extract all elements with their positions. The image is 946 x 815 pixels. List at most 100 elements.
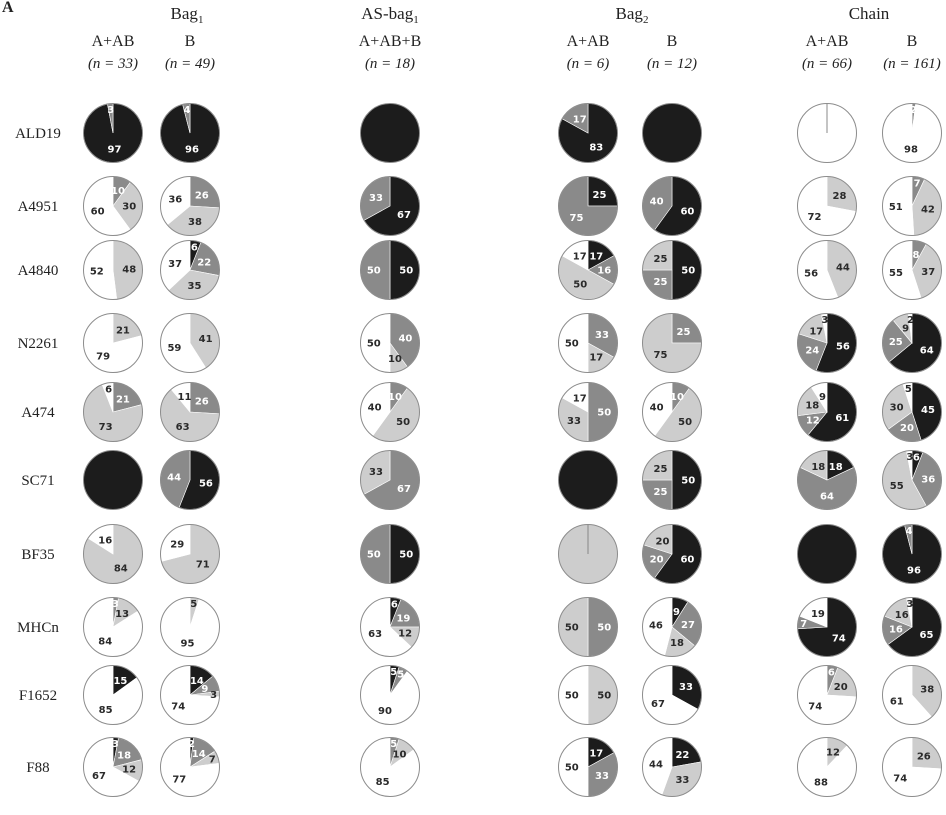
pie-value-label: 21: [116, 326, 130, 337]
pie-value-label: 96: [185, 145, 199, 156]
pie-value-label: 17: [589, 252, 603, 263]
pie-value-label: 5: [390, 667, 397, 678]
pie: 97 3: [83, 103, 143, 163]
pie-outline: [360, 597, 420, 657]
pie-value-label: 90: [378, 706, 392, 717]
pie-outline: [160, 737, 220, 797]
pie-slice-black: [83, 450, 143, 510]
column-label: B: [907, 33, 918, 50]
pie-outline: [360, 313, 420, 373]
pie-value-label: 5: [190, 599, 197, 610]
pie-value-label: 2: [907, 315, 914, 326]
pie-value-label: 50: [565, 691, 579, 702]
pie: 50 25 25: [642, 240, 702, 300]
pie-value-label: 6: [105, 384, 112, 395]
row-label: F88: [26, 760, 49, 776]
pie: 26 74: [882, 737, 942, 797]
pie-value-label: 33: [679, 682, 693, 693]
pie-outline: [882, 524, 942, 584]
pie-value-label: 77: [172, 775, 186, 786]
pie-value-label: 52: [90, 267, 104, 278]
pie: 60 20 20: [642, 524, 702, 584]
pie-outline: [882, 450, 942, 510]
pie-value-label: 18: [805, 401, 819, 412]
pie-value-label: 18: [117, 751, 131, 762]
pie-value-label: 17: [573, 115, 587, 126]
pie-value-label: 17: [573, 252, 587, 263]
pie-value-label: 61: [835, 413, 849, 424]
pie-value-label: 38: [920, 685, 934, 696]
pie: 6 20 74: [797, 665, 857, 725]
pie-value-label: 84: [114, 564, 128, 575]
pie: 41 59: [160, 313, 220, 373]
pie-value-label: 83: [589, 143, 603, 154]
pie-value-label: 14: [192, 749, 206, 760]
pie: 71 29: [160, 524, 220, 584]
pie-value-label: 35: [188, 281, 202, 292]
pie: 5 5 90: [360, 665, 420, 725]
pie-value-label: 26: [195, 396, 209, 407]
pie: 25 75: [642, 313, 702, 373]
pie: 7 42 51: [882, 176, 942, 236]
pie-value-label: 40: [398, 334, 412, 345]
pie: [642, 103, 702, 163]
pie-outline: [160, 597, 220, 657]
pie-outline: [642, 176, 702, 236]
pie-slice-black: [797, 524, 857, 584]
pie-value-label: 25: [889, 337, 903, 348]
pie-value-label: 50: [367, 266, 381, 277]
pie-value-label: 33: [369, 467, 383, 478]
pie-value-label: 67: [397, 210, 411, 221]
group-title-bag1: Bag1: [171, 4, 204, 26]
pie-value-label: 37: [921, 267, 935, 278]
pie-outline: [160, 524, 220, 584]
pie-value-label: 25: [677, 327, 691, 338]
pie-value-label: 56: [199, 479, 213, 490]
column-label: A+AB: [567, 33, 610, 50]
pie-outline: [797, 665, 857, 725]
column-headers: A+AB (n = 33) B (n = 49) A+AB+B (n = 18) A+AB (…: [88, 33, 941, 72]
pie-value-label: 6: [828, 667, 835, 678]
pie-value-label: 19: [811, 609, 825, 620]
pie-outline: [797, 313, 857, 373]
pie: [797, 103, 857, 163]
pie: 22 33 44: [642, 737, 702, 797]
pie: 28 72: [797, 176, 857, 236]
pie: 40 10 50: [360, 313, 420, 373]
pie-outline: [160, 665, 220, 725]
pie-outline: [558, 240, 618, 300]
pie-value-label: 33: [595, 330, 609, 341]
panel-label: A: [2, 0, 14, 16]
pie-value-label: 9: [201, 684, 208, 695]
row-label: A4951: [18, 199, 59, 215]
pie-value-label: 18: [829, 462, 843, 473]
pie-outline: [558, 382, 618, 442]
pie-value-label: 5: [397, 670, 404, 681]
pie-outline: [642, 665, 702, 725]
pie-outline: [360, 103, 420, 163]
pie-outline: [83, 737, 143, 797]
pie-outline: [558, 524, 618, 584]
pie-value-label: 88: [814, 778, 828, 789]
pie: 33 67: [642, 665, 702, 725]
pie-value-label: 15: [113, 676, 127, 687]
pie-value-label: 22: [197, 258, 211, 269]
pie-value-label: 29: [170, 540, 184, 551]
pie-value-label: 41: [199, 334, 213, 345]
pie: 38 61: [882, 665, 942, 725]
pie: 10 50 40: [642, 382, 702, 442]
pie-value-label: 60: [680, 207, 694, 218]
pie-value-label: 9: [902, 324, 909, 335]
pie-value-label: 18: [670, 638, 684, 649]
pie-outline: [360, 524, 420, 584]
row-label: F1652: [19, 688, 57, 704]
pie-value-label: 44: [649, 760, 663, 771]
pie-value-label: 75: [654, 350, 668, 361]
column-n-label: (n = 49): [165, 56, 215, 72]
pie-value-label: 11: [178, 392, 192, 403]
pie-value-label: 8: [913, 250, 920, 261]
pie-value-label: 79: [96, 351, 110, 362]
pie-value-label: 2: [910, 105, 917, 116]
